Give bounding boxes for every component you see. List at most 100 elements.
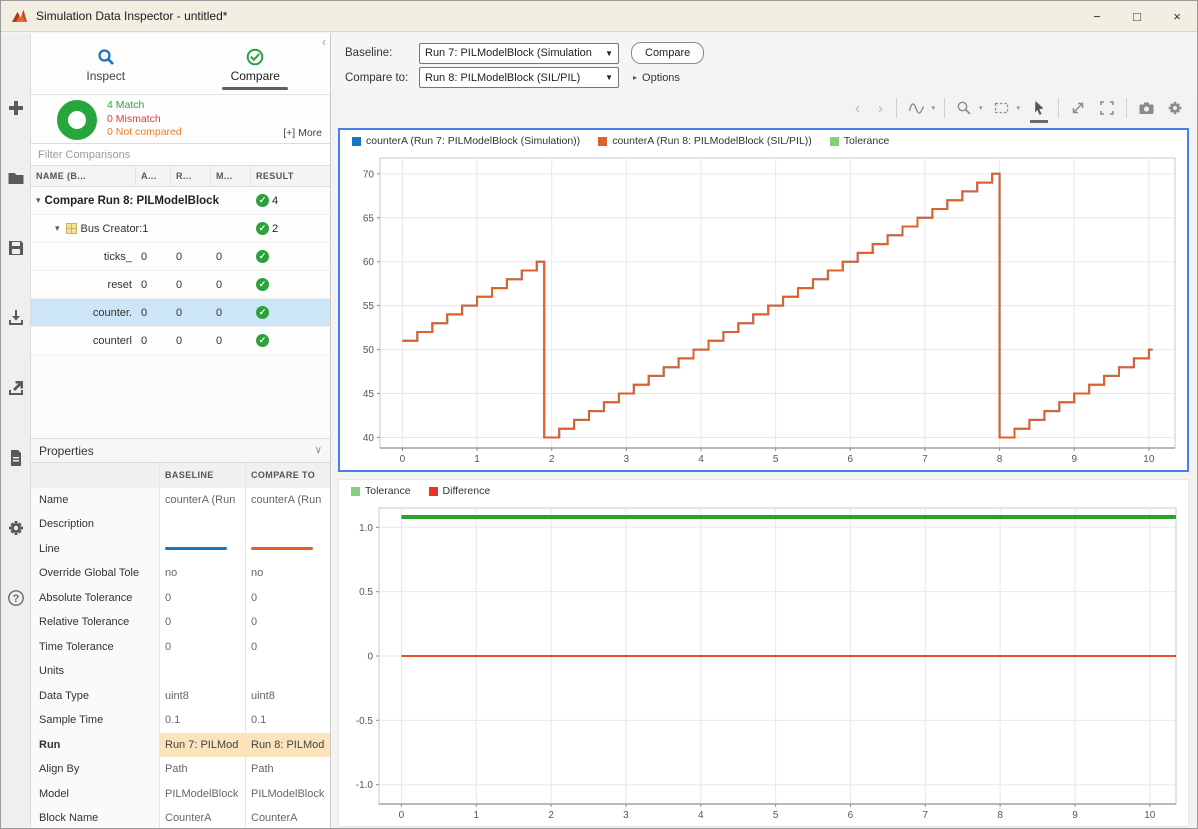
property-label: Name (39, 493, 69, 506)
signal-trace-tool[interactable] (906, 98, 926, 118)
dropdown-arrow-icon[interactable]: ▾ (931, 105, 935, 112)
save-icon (8, 241, 23, 255)
property-compare-value: CounterA (245, 806, 330, 828)
properties-header[interactable]: Properties ∨ (31, 438, 330, 463)
properties-section: Properties ∨ BASELINE COMPARE TO Name count… (31, 438, 330, 828)
svg-text:5: 5 (773, 454, 779, 465)
inspect-magnifier-icon (98, 49, 114, 65)
signals-chart-panel[interactable]: counterA (Run 7: PILModelBlock (Simulati… (338, 128, 1189, 472)
property-compare-value: uint8 (245, 683, 330, 708)
compare-to-column-header: COMPARE TO (245, 463, 330, 488)
bus-creator-icon (65, 223, 77, 234)
create-report-button[interactable] (1, 423, 31, 493)
export-icon (8, 381, 23, 395)
collapse-panel-chevron[interactable]: ‹ (322, 35, 326, 49)
folder-icon (8, 173, 23, 184)
svg-text:0: 0 (400, 454, 406, 465)
property-baseline-value: PILModelBlock (159, 781, 245, 806)
difference-chart[interactable]: 0 1 2 3 4 5 6 7 8 9 10 -1.0 -0.5 0 0.5 1.0 (339, 502, 1188, 826)
zoom-tool[interactable] (954, 98, 974, 118)
legend-item: Tolerance (351, 485, 411, 497)
more-link[interactable]: [+] More (283, 127, 322, 139)
table-row[interactable]: ticks_ 0 0 0 ✓ (31, 243, 330, 271)
options-label: Options (642, 71, 680, 84)
properties-grid: BASELINE COMPARE TO Name counterA (Run count… (31, 463, 330, 828)
compare-button[interactable]: Compare (631, 42, 705, 64)
property-baseline-value: CounterA (159, 806, 245, 828)
snapshot-tool[interactable] (1136, 98, 1156, 118)
property-compare-value (245, 659, 330, 684)
property-baseline-value: uint8 (159, 683, 245, 708)
check-icon: ✓ (256, 250, 269, 263)
difference-chart-panel[interactable]: Tolerance Difference 0 1 2 3 4 5 6 7 8 9 10 -1.0 -0.5… (338, 479, 1189, 827)
nav-forward-icon[interactable]: › (877, 99, 883, 117)
close-button[interactable]: × (1173, 8, 1181, 24)
matlab-logo-icon (12, 9, 27, 22)
nav-back-icon[interactable]: ‹ (854, 99, 860, 117)
tab-compare-label: Compare (230, 69, 280, 83)
gear-icon (1168, 101, 1182, 115)
property-row: Line (31, 536, 330, 561)
difference-chart-legend: Tolerance Difference (339, 480, 1188, 502)
abs-tol-value: 0 (141, 250, 148, 263)
save-session-button[interactable] (1, 213, 31, 283)
property-row: Align By Path Path (31, 757, 330, 782)
property-label: Relative Tolerance (39, 616, 130, 629)
plus-icon (8, 101, 23, 115)
svg-text:45: 45 (363, 389, 375, 400)
result-cell: ✓ (251, 243, 330, 270)
help-button[interactable]: ? (1, 563, 31, 633)
tab-inspect[interactable]: Inspect (31, 33, 181, 94)
expander-triangle-icon[interactable]: ▾ (55, 223, 60, 233)
property-baseline-value (159, 536, 245, 561)
property-baseline-value: 0.1 (159, 708, 245, 733)
pointer-tool[interactable] (1029, 98, 1049, 123)
property-compare-value: 0 (245, 585, 330, 610)
add-run-button[interactable] (1, 73, 31, 143)
table-row[interactable]: counter. 0 0 0 ✓ (31, 299, 330, 327)
dropdown-arrow-icon[interactable]: ▾ (1016, 105, 1020, 112)
comparison-summary: 4 Match 0 Mismatch 0 Not compared [+] Mo… (31, 95, 330, 143)
baseline-dropdown[interactable]: Run 7: PILModelBlock (Simulation ▼ (419, 42, 619, 64)
fullscreen-tool[interactable] (1097, 98, 1117, 118)
property-compare-value (245, 536, 330, 561)
time-tol-value: 0 (216, 306, 223, 319)
svg-text:1: 1 (474, 454, 480, 465)
fit-to-view-tool[interactable] (991, 98, 1011, 118)
rel-tol-value: 0 (176, 250, 183, 263)
legend-item: counterA (Run 7: PILModelBlock (Simulati… (352, 135, 580, 147)
bus-cell: ▾ Bus Creator:1 (31, 215, 251, 242)
table-row[interactable]: ▾ Compare Run 8: PILModelBlock ✓ 4 (31, 187, 330, 215)
svg-text:2: 2 (549, 454, 555, 465)
column-header: NAME (B... (31, 166, 136, 186)
options-triangle-icon: ▸ (633, 73, 638, 82)
maximize-button[interactable]: □ (1133, 8, 1141, 24)
legend-label: Difference (442, 485, 491, 497)
compare-to-dropdown[interactable]: Run 8: PILModelBlock (SIL/PIL) ▼ (419, 67, 619, 88)
time-tol-value: 0 (216, 334, 223, 347)
tab-compare[interactable]: Compare (181, 33, 331, 94)
export-button[interactable] (1, 353, 31, 423)
property-label: Override Global Tole (39, 567, 140, 580)
table-row[interactable]: counterl 0 0 0 ✓ (31, 327, 330, 355)
plot-settings-tool[interactable] (1165, 98, 1185, 118)
preferences-button[interactable] (1, 493, 31, 563)
import-button[interactable] (1, 283, 31, 353)
result-cell: ✓ (251, 327, 330, 354)
expander-triangle-icon[interactable]: ▾ (36, 195, 41, 205)
open-session-button[interactable] (1, 143, 31, 213)
compare-check-icon (246, 48, 264, 66)
options-expander[interactable]: ▸ Options (633, 72, 680, 84)
compare-bar: Baseline: Run 7: PILModelBlock (Simulati… (331, 33, 1197, 91)
abs-tol-value: 0 (141, 278, 148, 291)
table-row[interactable]: reset 0 0 0 ✓ (31, 271, 330, 299)
expand-plot-tool[interactable] (1068, 98, 1088, 118)
property-compare-value: Path (245, 757, 330, 782)
dropdown-arrow-icon[interactable]: ▾ (978, 105, 983, 112)
svg-text:70: 70 (363, 169, 375, 180)
minimize-button[interactable]: − (1093, 8, 1101, 24)
table-row[interactable]: ▾ Bus Creator:1 ✓ 2 (31, 215, 330, 243)
result-count: 4 (272, 194, 279, 207)
filter-comparisons-input[interactable] (31, 143, 330, 166)
